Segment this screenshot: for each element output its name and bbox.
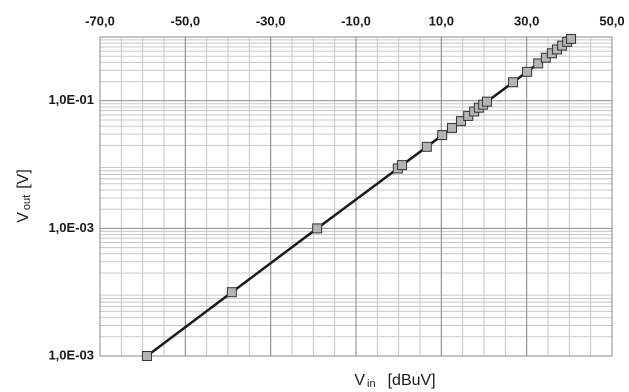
y-title-unit: [V] [15,169,32,189]
data-point [447,122,457,133]
x-tick-label: -30,0 [256,13,286,28]
data-point [421,141,432,152]
data-point [141,351,152,361]
data-point [312,223,323,234]
x-title-unit: [dBuV] [388,372,436,389]
y-tick-label: 1,0E-03 [48,220,94,235]
y-title-sub: out [21,195,33,210]
x-tick-label: -70,0 [85,13,115,28]
data-point [533,58,544,69]
y-tick-label: 1,0E-03 [48,347,94,362]
x-title-sub: in [367,378,376,390]
x-tick-label: -50,0 [171,13,201,28]
data-point [437,130,448,141]
y-tick-label: 1,0E-01 [48,92,94,107]
data-point [397,160,408,171]
x-tick-label: -10,0 [341,13,371,28]
x-title-main: V [354,372,365,389]
y-axis-title: Vout [V] [15,169,33,223]
x-tick-label: 30,0 [514,13,539,28]
data-point [481,96,492,107]
data-point [508,77,519,88]
plot-frame [99,36,613,357]
x-tick-label: 50,0 [599,13,624,28]
data-point [566,33,577,44]
y-title-main: V [15,212,32,223]
x-tick-label: 10,0 [429,13,454,28]
data-point [522,66,533,77]
data-point [455,116,466,127]
data-point [226,287,237,298]
